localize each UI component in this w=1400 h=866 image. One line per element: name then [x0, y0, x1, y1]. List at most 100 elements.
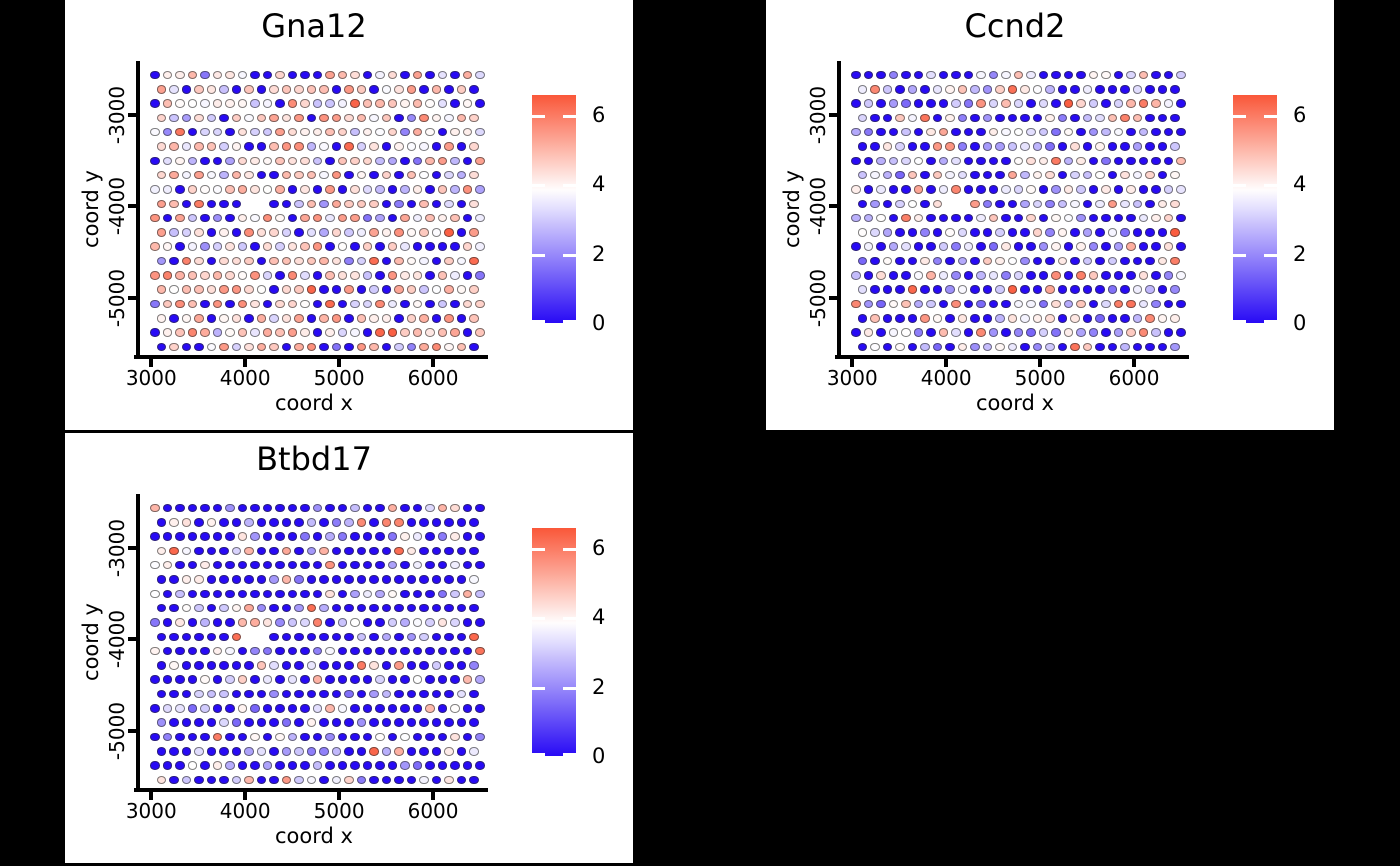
spot	[970, 314, 980, 323]
spot	[431, 747, 442, 756]
spot	[456, 518, 467, 527]
spot	[1088, 99, 1099, 108]
spot	[976, 328, 986, 337]
spot	[1032, 285, 1043, 294]
spot	[957, 85, 968, 94]
spot	[375, 70, 385, 80]
spot	[895, 256, 905, 266]
spot	[400, 213, 410, 223]
spot	[1126, 271, 1136, 280]
spot	[1163, 271, 1174, 280]
spot	[375, 271, 385, 280]
spot	[1088, 271, 1099, 280]
spot	[1045, 228, 1055, 237]
spot	[244, 314, 254, 323]
spot	[1051, 328, 1061, 337]
spot	[200, 242, 210, 251]
spot	[907, 342, 918, 352]
spot	[262, 185, 273, 194]
spot	[901, 213, 911, 223]
spot	[162, 532, 173, 541]
spot	[150, 99, 160, 108]
spot	[300, 560, 310, 570]
spot	[450, 732, 460, 742]
spot	[219, 632, 229, 642]
spot	[1038, 299, 1049, 309]
spot	[387, 761, 398, 770]
spot	[369, 228, 379, 237]
spot	[1151, 271, 1161, 280]
spot	[169, 747, 179, 756]
spot	[225, 589, 235, 599]
spot	[857, 113, 868, 123]
spot	[437, 213, 448, 223]
spot	[275, 589, 285, 599]
colorbar-tick-mark	[1233, 320, 1246, 323]
spot	[387, 675, 398, 684]
spot	[926, 70, 936, 80]
spot	[337, 503, 348, 513]
spot	[406, 314, 417, 323]
spot	[431, 575, 442, 584]
spot	[1095, 142, 1105, 151]
spot	[951, 99, 961, 108]
spot	[876, 242, 886, 251]
spot	[976, 185, 986, 194]
spot	[1076, 99, 1086, 108]
spot	[250, 156, 260, 166]
colorbar-tick-mark	[532, 253, 545, 257]
spot	[857, 199, 868, 209]
spot	[932, 285, 943, 294]
spot	[281, 775, 292, 785]
spot	[187, 185, 198, 194]
spot	[1107, 199, 1118, 209]
spot	[469, 632, 479, 642]
spot	[256, 314, 267, 323]
spot	[400, 70, 410, 80]
spot	[1038, 271, 1049, 280]
spot	[331, 228, 342, 237]
spot	[1176, 156, 1186, 166]
spot	[876, 299, 886, 309]
spot	[412, 213, 423, 223]
spot	[1163, 99, 1174, 108]
spot	[982, 228, 993, 237]
spot	[851, 328, 861, 337]
colorbar-tick-mark	[1264, 253, 1277, 257]
spot	[462, 299, 473, 309]
spot	[1007, 228, 1018, 237]
spot	[1126, 213, 1136, 223]
spot	[287, 127, 298, 137]
spot	[344, 747, 354, 756]
spot	[437, 589, 448, 599]
spot	[331, 575, 342, 584]
spot	[306, 747, 317, 756]
spot	[1170, 285, 1180, 294]
spot	[400, 732, 410, 742]
spot	[469, 575, 479, 584]
spot	[162, 213, 173, 223]
spot	[275, 185, 285, 194]
spot	[456, 142, 467, 151]
spot	[356, 170, 367, 180]
spot	[938, 70, 949, 80]
spot	[444, 775, 454, 785]
spot	[456, 199, 467, 209]
spot	[256, 170, 267, 180]
spot	[281, 603, 292, 613]
spot	[851, 70, 861, 80]
spot	[225, 646, 235, 656]
spot	[1032, 314, 1043, 323]
spot	[425, 99, 435, 108]
spot	[212, 675, 223, 684]
spot	[982, 342, 993, 352]
colorbar-tick-label: 6	[592, 102, 606, 127]
spot	[888, 70, 899, 80]
spot	[895, 113, 905, 123]
spot	[300, 704, 310, 713]
spot	[1013, 185, 1024, 194]
spot	[194, 546, 204, 556]
spot	[225, 732, 235, 742]
spot	[331, 256, 342, 266]
spot	[244, 518, 254, 527]
